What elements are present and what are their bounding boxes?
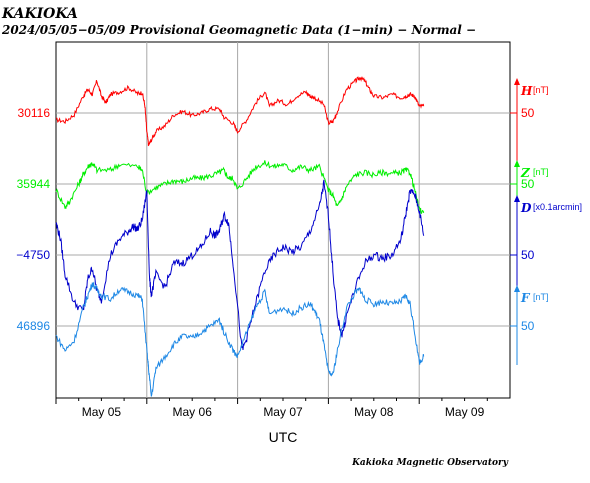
x-tick-label: May 06 (173, 405, 213, 419)
x-tick-label: May 07 (263, 405, 303, 419)
unit-label-D: [x0.1arcmin] (533, 202, 582, 212)
scale-label-F: 50 (521, 319, 535, 333)
series-line-H (55, 76, 425, 147)
scale-arrow-Z (514, 160, 520, 167)
x-axis-ticks: May 05 May 06 May 07 May 08 May 09 (55, 398, 488, 419)
series-line-D (55, 179, 425, 351)
scale-arrow-D (514, 195, 520, 202)
series-line-F (55, 281, 425, 397)
horizontal-gridlines (56, 112, 510, 327)
x-axis-title: UTC (269, 429, 298, 445)
baseline-label-F: 46896 (17, 319, 51, 333)
x-tick-label: May 08 (354, 405, 394, 419)
component-label-H: H (520, 84, 533, 98)
observatory-credit: Kakioka Magnetic Observatory (351, 458, 509, 468)
unit-label-F: [nT] (533, 292, 549, 302)
series-line-Z (55, 160, 425, 214)
scale-label-D: 50 (521, 248, 535, 262)
baseline-label-D: −4750 (16, 248, 50, 262)
scale-arrow-H (514, 78, 520, 85)
baseline-label-Z: 35944 (17, 177, 51, 191)
component-label-F: F (520, 291, 531, 305)
unit-label-Z: [nT] (533, 167, 549, 177)
vertical-gridlines (146, 42, 420, 398)
baseline-labels: 30116 35944 −4750 46896 (16, 106, 50, 333)
scale-label-Z: 50 (521, 177, 535, 191)
scale-arrow-F (514, 285, 520, 292)
unit-label-H: [nT] (533, 85, 549, 95)
right-scale-bars: 50H [nT]50Z [nT]50D [x0.1arcmin]50F [nT] (510, 78, 582, 365)
series-lines (55, 76, 425, 397)
scale-label-H: 50 (521, 106, 535, 120)
chart-subtitle: 2024/05/05−05/09 Provisional Geomagnetic… (1, 23, 476, 37)
component-label-Z: Z (520, 166, 531, 180)
station-title: KAKIOKA (1, 6, 78, 22)
x-tick-label: May 09 (445, 405, 485, 419)
plot-frame (55, 41, 511, 399)
component-label-D: D (520, 201, 532, 215)
x-tick-label: May 05 (82, 405, 122, 419)
baseline-label-H: 30116 (18, 106, 51, 120)
